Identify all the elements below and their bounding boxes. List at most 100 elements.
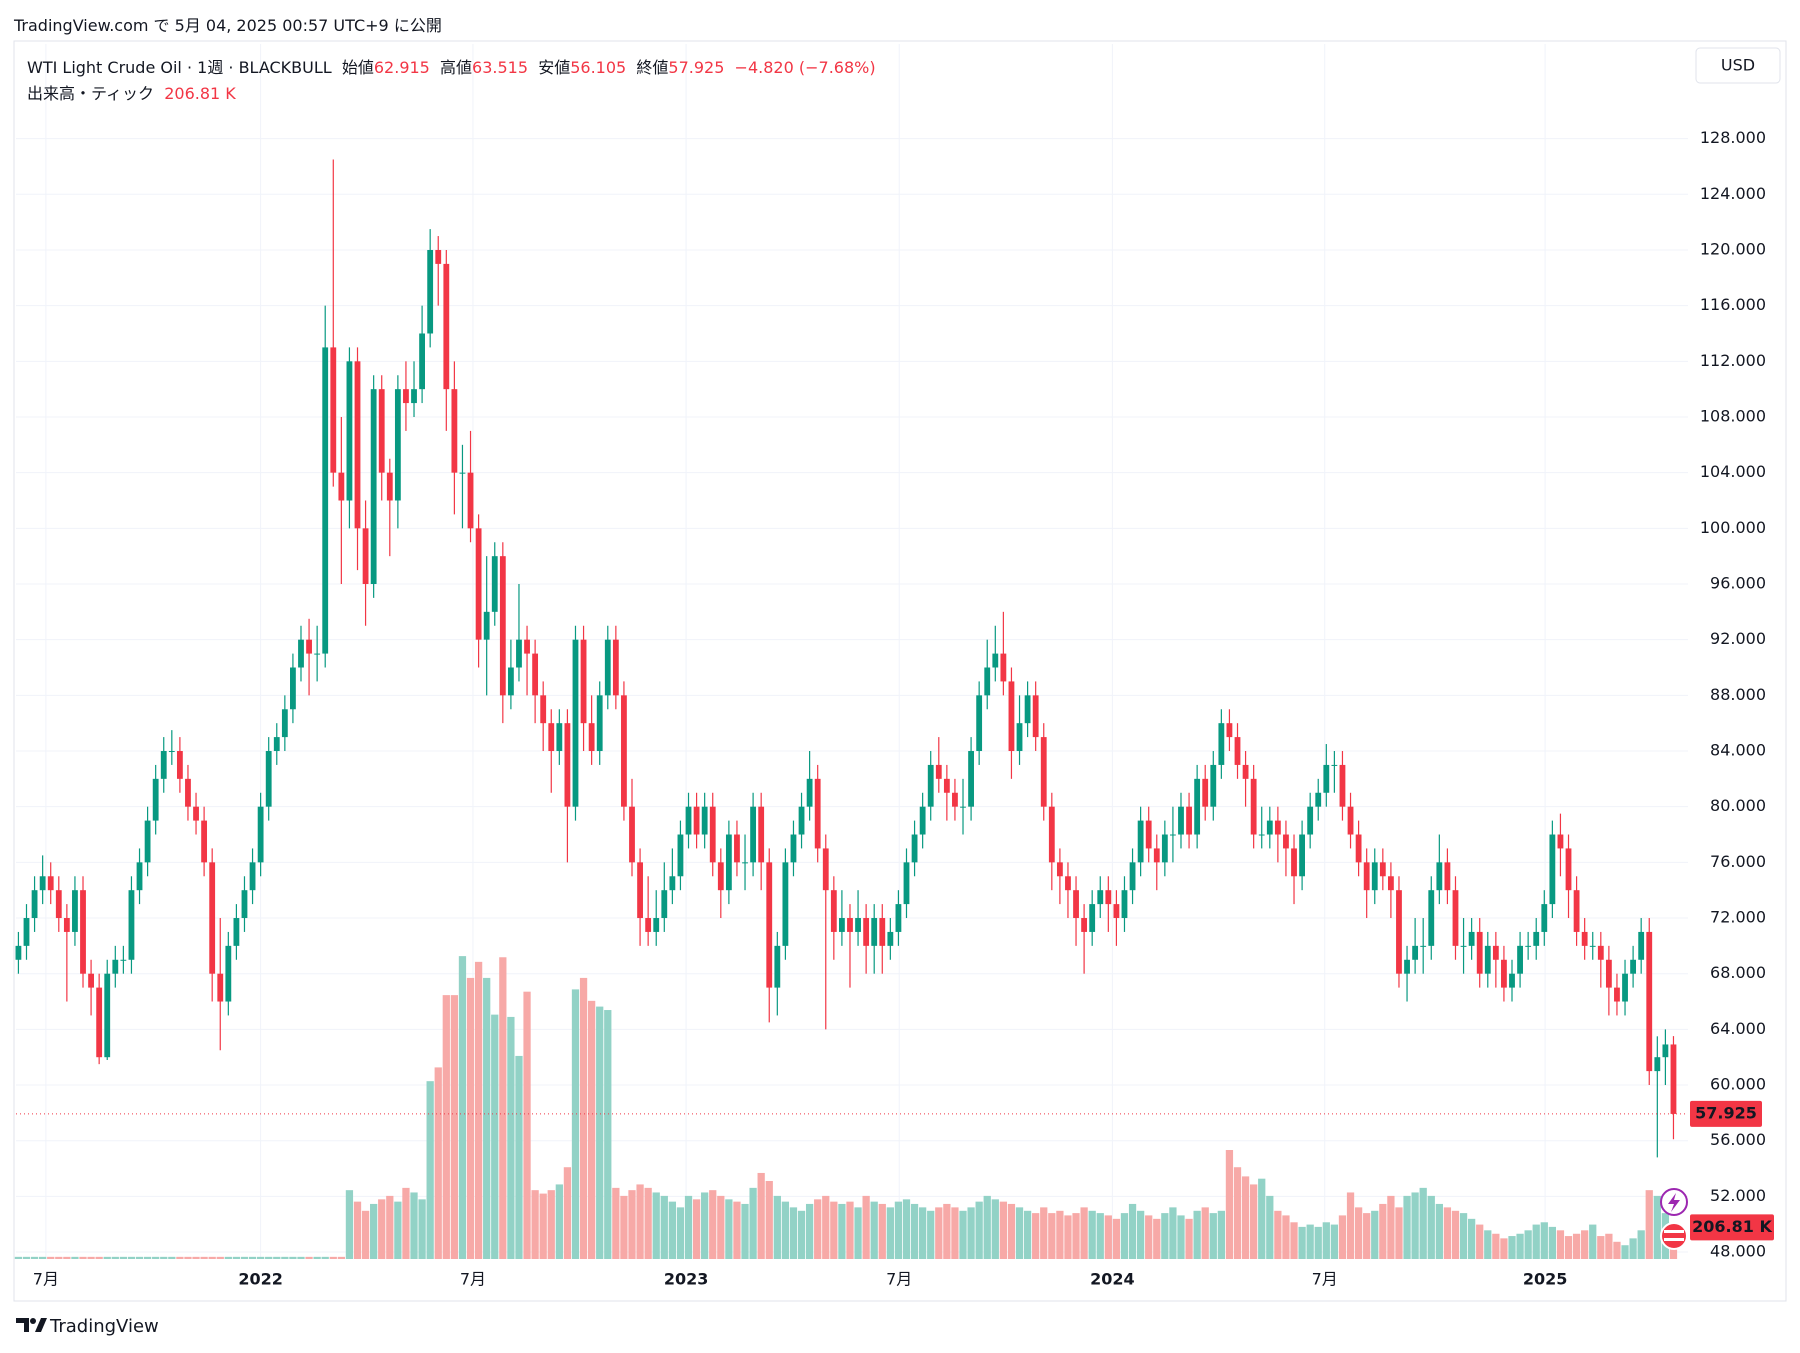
volume-bar <box>636 1184 644 1259</box>
candle-body <box>322 347 329 654</box>
volume-bar <box>289 1256 297 1259</box>
volume-bar <box>1282 1215 1290 1259</box>
candle-body <box>855 918 861 932</box>
volume-bar <box>1322 1222 1330 1259</box>
volume-bar <box>458 956 467 1259</box>
currency[interactable]: USD <box>1721 56 1755 75</box>
candle-body <box>1024 695 1031 724</box>
candle-body <box>1073 890 1079 919</box>
candle-body <box>1218 723 1225 765</box>
volume-bar <box>1120 1213 1129 1259</box>
candle-body <box>475 528 482 640</box>
volume-bar <box>1338 1215 1347 1259</box>
volume-bar <box>1015 1207 1024 1259</box>
candle-body <box>459 472 466 474</box>
candle-body <box>104 973 111 1058</box>
candle-body <box>1452 890 1459 946</box>
volume-bar <box>1161 1213 1169 1259</box>
volume-bar <box>1371 1210 1379 1259</box>
volume-bar <box>1225 1150 1234 1259</box>
candle-body <box>919 806 926 835</box>
currency-button[interactable] <box>1695 47 1781 84</box>
candle-body <box>1371 862 1378 891</box>
high-value: 63.515 <box>472 58 529 77</box>
volume-bar <box>1056 1210 1064 1259</box>
ohlc-label: 終値 <box>636 58 669 77</box>
candle-body <box>734 834 740 863</box>
candle-body <box>185 778 191 807</box>
candle-body <box>1541 904 1548 932</box>
volume-tag-label: 206.81 K <box>1692 1217 1772 1236</box>
y-tick-label: 52.000 <box>1710 1186 1766 1205</box>
volume-bar <box>741 1203 749 1259</box>
candle-body <box>1048 806 1055 863</box>
candle-body <box>1307 806 1314 835</box>
volume-bar <box>1072 1213 1080 1259</box>
volume-bar <box>1233 1167 1242 1259</box>
volume-bar <box>588 1000 596 1259</box>
candle-body <box>1258 834 1265 836</box>
y-tick-label: 112.000 <box>1700 351 1766 370</box>
volume-bar <box>1145 1215 1153 1259</box>
volume-bar <box>765 1180 773 1259</box>
volume-bar <box>838 1203 846 1259</box>
candle-body <box>39 876 46 891</box>
volume-bar <box>1500 1238 1508 1259</box>
volume-bar <box>1048 1213 1056 1259</box>
volume-bar <box>555 1184 563 1259</box>
candle-body <box>1622 973 1628 1002</box>
volume-bar <box>579 977 588 1259</box>
volume-bar <box>1088 1210 1096 1259</box>
volume-bar <box>200 1256 208 1259</box>
candle-body <box>47 876 54 891</box>
volume-last: 206.81 K <box>164 84 236 103</box>
candle-body <box>556 723 563 752</box>
candle-body <box>903 862 910 905</box>
x-tick-label: 7月 <box>460 1270 486 1289</box>
candle-body <box>677 834 684 877</box>
volume-bar <box>1613 1241 1621 1259</box>
candle-body <box>1040 737 1047 807</box>
volume-bar <box>781 1201 790 1259</box>
candle-body <box>96 987 103 1058</box>
volume-bar <box>692 1199 701 1259</box>
candle-body <box>992 653 999 668</box>
candle-body <box>354 361 361 529</box>
candle-body <box>394 389 401 501</box>
volume-bar <box>814 1199 822 1259</box>
candle-body <box>435 249 442 264</box>
volume-bar <box>55 1256 63 1259</box>
volume-bar <box>1597 1236 1605 1259</box>
volume-bar <box>797 1210 806 1259</box>
volume-bar <box>402 1187 410 1259</box>
candle-body <box>637 862 643 919</box>
candle-body <box>427 249 434 334</box>
volume-bar <box>1524 1230 1532 1259</box>
candle-body <box>273 737 280 752</box>
last-price-tag <box>1690 1100 1762 1127</box>
volume-bar <box>1193 1210 1201 1259</box>
volume-bar <box>499 957 507 1259</box>
volume-bar <box>660 1195 668 1259</box>
volume-bar <box>620 1195 628 1259</box>
volume-bar <box>1032 1213 1040 1259</box>
candle-body <box>1186 806 1192 835</box>
candle-body <box>1387 876 1394 891</box>
flag-icon[interactable] <box>1660 1222 1688 1250</box>
candle-body <box>144 820 151 863</box>
volume-bar <box>450 995 459 1259</box>
volume-bar <box>830 1201 838 1259</box>
x-tick-label: 7月 <box>33 1270 59 1289</box>
candle-body <box>1533 931 1540 946</box>
volume-bar <box>983 1195 991 1259</box>
candle-body <box>257 806 264 863</box>
candle-body <box>952 792 958 807</box>
volume-bar <box>1096 1213 1104 1259</box>
y-tick-label: 72.000 <box>1710 908 1766 927</box>
volume-bar <box>644 1187 652 1259</box>
volume-bar <box>717 1195 725 1259</box>
candle-body <box>564 723 571 807</box>
candle-body <box>1299 834 1305 877</box>
volume-bar <box>822 1195 830 1259</box>
